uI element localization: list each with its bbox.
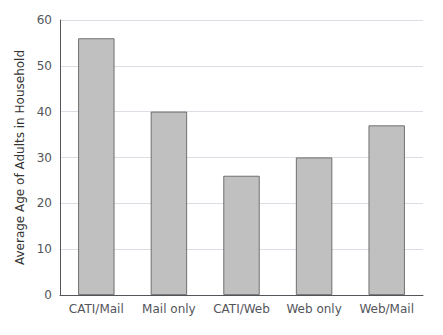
svg-text:CATI/Mail: CATI/Mail <box>69 302 124 316</box>
svg-text:10: 10 <box>37 242 52 256</box>
svg-text:Web/Mail: Web/Mail <box>359 302 414 316</box>
svg-text:Mail only: Mail only <box>142 302 196 316</box>
svg-text:60: 60 <box>37 13 52 27</box>
svg-text:0: 0 <box>44 288 52 302</box>
svg-text:CATI/Web: CATI/Web <box>213 302 270 316</box>
svg-text:40: 40 <box>37 105 52 119</box>
svg-text:30: 30 <box>37 151 52 165</box>
svg-text:20: 20 <box>37 196 52 210</box>
svg-text:Average Age of Adults in House: Average Age of Adults in Household <box>13 50 27 265</box>
svg-text:50: 50 <box>37 59 52 73</box>
svg-text:Web only: Web only <box>286 302 341 316</box>
